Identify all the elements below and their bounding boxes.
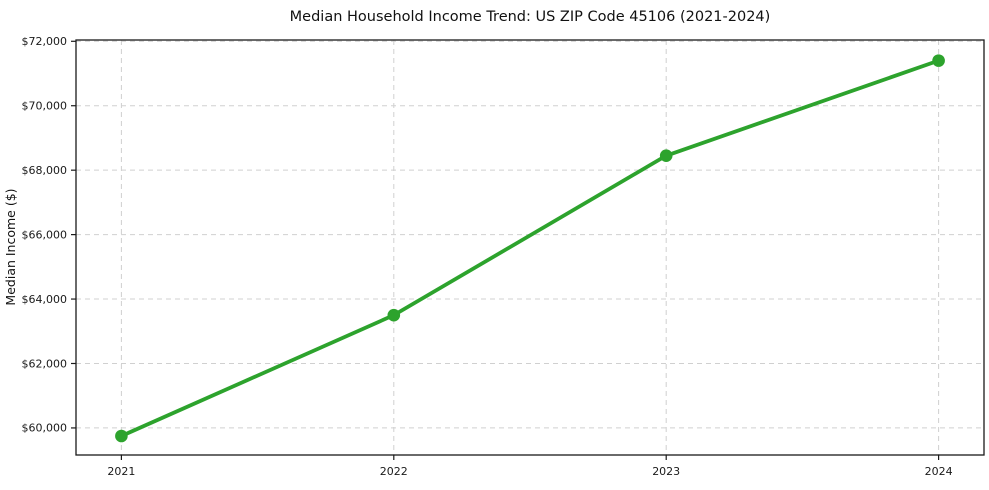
data-point-marker bbox=[932, 54, 945, 67]
x-tick-label: 2024 bbox=[925, 465, 953, 478]
tick-labels-layer: $60,000 $62,000 $64,000 $66,000 $68,000 $70,0… bbox=[22, 35, 953, 478]
x-tick-label: 2022 bbox=[380, 465, 408, 478]
y-tick-label: $60,000 bbox=[22, 422, 68, 435]
data-point-marker bbox=[115, 429, 128, 443]
plot-border bbox=[75, 39, 985, 456]
y-axis-label: Median Income ($) bbox=[3, 188, 18, 305]
y-tick-label: $70,000 bbox=[22, 100, 68, 113]
data-series-layer bbox=[115, 54, 945, 443]
y-tick-label: $64,000 bbox=[22, 293, 68, 306]
trend-line bbox=[119, 58, 941, 438]
y-tick-label: $66,000 bbox=[22, 228, 68, 241]
y-tick-label: $68,000 bbox=[22, 164, 68, 177]
y-tick-label: $72,000 bbox=[22, 35, 68, 48]
axis-ticks-layer bbox=[71, 40, 940, 460]
data-point-marker bbox=[387, 308, 401, 322]
chart-title: Median Household Income Trend: US ZIP Co… bbox=[290, 9, 771, 25]
gridlines-layer bbox=[76, 40, 984, 455]
data-point-marker bbox=[659, 149, 673, 162]
y-tick-label: $62,000 bbox=[22, 357, 68, 370]
x-tick-label: 2023 bbox=[652, 465, 680, 478]
x-tick-label: 2021 bbox=[107, 465, 135, 478]
